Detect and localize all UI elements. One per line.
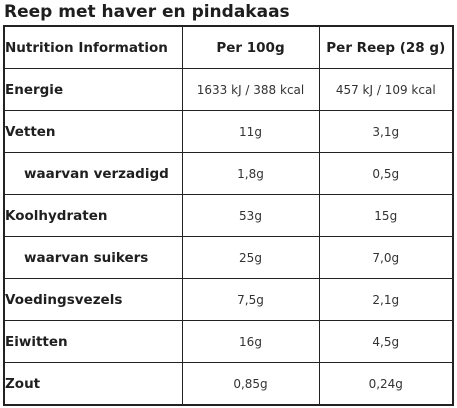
value-per-100g: 11g — [181, 110, 320, 153]
header-per-100g: Per 100g — [181, 25, 320, 69]
value-per-portion: 3,1g — [318, 110, 454, 153]
value-per-portion: 457 kJ / 109 kcal — [318, 68, 454, 111]
nutrient-label: Zout — [3, 362, 183, 406]
table-row: waarvan suikers 25g 7,0g — [3, 236, 454, 279]
table-row: Eiwitten 16g 4,5g — [3, 320, 454, 363]
header-per-portion: Per Reep (28 g) — [318, 25, 454, 69]
header-nutrition-information: Nutrition Information — [3, 25, 183, 69]
value-per-portion: 15g — [318, 194, 454, 237]
table-row: waarvan verzadigd 1,8g 0,5g — [3, 152, 454, 195]
value-per-100g: 7,5g — [181, 278, 320, 321]
value-per-100g: 1,8g — [181, 152, 320, 195]
nutrient-label: Vetten — [3, 110, 183, 153]
table-row: Koolhydraten 53g 15g — [3, 194, 454, 237]
table-header-row: Nutrition Information Per 100g Per Reep … — [3, 25, 454, 69]
table-row: Zout 0,85g 0,24g — [3, 362, 454, 406]
value-per-portion: 7,0g — [318, 236, 454, 279]
nutrient-label: Eiwitten — [3, 320, 183, 363]
value-per-100g: 16g — [181, 320, 320, 363]
value-per-100g: 53g — [181, 194, 320, 237]
nutrient-sublabel: waarvan suikers — [3, 236, 183, 279]
value-per-100g: 0,85g — [181, 362, 320, 406]
nutrient-sublabel: waarvan verzadigd — [3, 152, 183, 195]
nutrient-label: Energie — [3, 68, 183, 111]
value-per-portion: 2,1g — [318, 278, 454, 321]
page-title: Reep met haver en pindakaas — [4, 2, 290, 22]
table-row: Energie 1633 kJ / 388 kcal 457 kJ / 109 … — [3, 68, 454, 111]
value-per-portion: 4,5g — [318, 320, 454, 363]
table-row: Voedingsvezels 7,5g 2,1g — [3, 278, 454, 321]
table-row: Vetten 11g 3,1g — [3, 110, 454, 153]
value-per-100g: 25g — [181, 236, 320, 279]
value-per-100g: 1633 kJ / 388 kcal — [181, 68, 320, 111]
nutrient-label: Voedingsvezels — [3, 278, 183, 321]
value-per-portion: 0,24g — [318, 362, 454, 406]
nutrient-label: Koolhydraten — [3, 194, 183, 237]
nutrition-table: Nutrition Information Per 100g Per Reep … — [3, 25, 454, 406]
value-per-portion: 0,5g — [318, 152, 454, 195]
